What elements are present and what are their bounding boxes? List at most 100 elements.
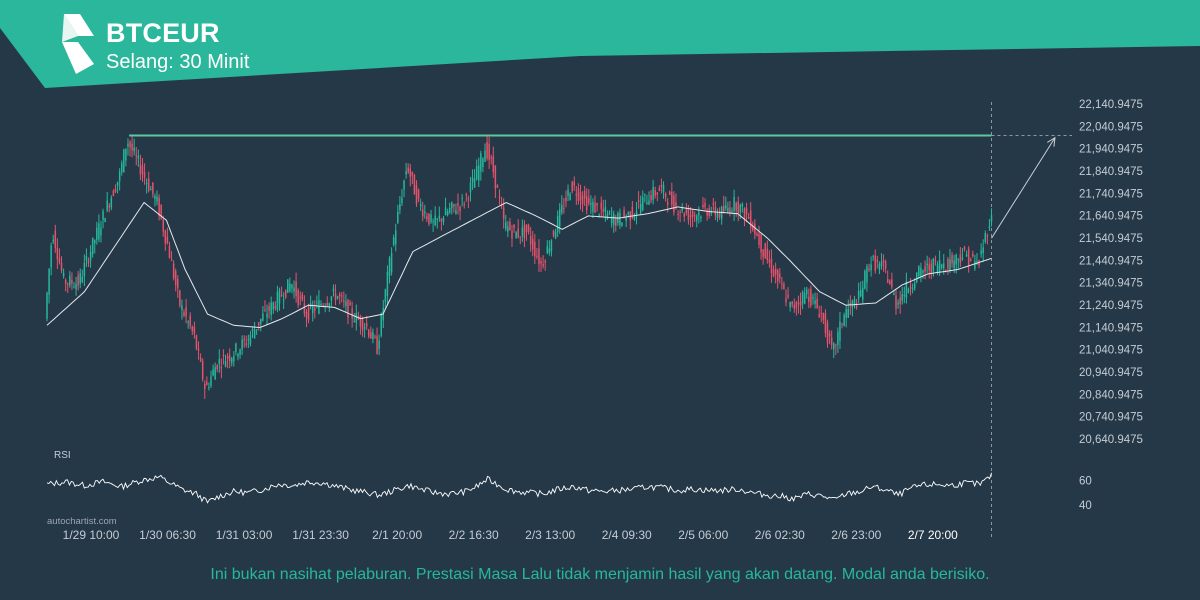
candle-body bbox=[480, 153, 482, 172]
candle-body bbox=[421, 209, 424, 217]
candle-body bbox=[654, 190, 656, 196]
projection-arrow-line bbox=[991, 137, 1056, 239]
candle-body bbox=[886, 278, 889, 283]
candle-body bbox=[253, 329, 256, 339]
candle-body bbox=[822, 312, 825, 321]
candle-body bbox=[916, 272, 918, 283]
candle-body bbox=[656, 192, 659, 195]
candle-body bbox=[600, 202, 602, 210]
candle-body bbox=[710, 212, 713, 214]
candle-body bbox=[610, 215, 613, 224]
candle-body bbox=[830, 337, 833, 345]
candle-body bbox=[417, 189, 420, 199]
candle-body bbox=[606, 212, 609, 219]
candle-body bbox=[764, 243, 766, 259]
candle-body bbox=[314, 308, 316, 311]
candle-body bbox=[191, 326, 194, 332]
candle-body bbox=[642, 197, 644, 211]
candle-body bbox=[372, 332, 374, 340]
candle-body bbox=[982, 247, 984, 253]
candle-body bbox=[525, 224, 528, 233]
candle-body bbox=[623, 210, 625, 217]
candle-body bbox=[67, 283, 69, 285]
candle-body bbox=[328, 303, 331, 307]
candle-body bbox=[185, 306, 187, 317]
candle-body bbox=[729, 207, 731, 214]
candle-body bbox=[683, 213, 686, 217]
candle-body bbox=[243, 338, 245, 341]
candle-body bbox=[986, 235, 989, 237]
candle-body bbox=[272, 302, 275, 310]
candle-body bbox=[635, 211, 638, 215]
candle-body bbox=[561, 205, 563, 213]
candle-body bbox=[212, 369, 214, 376]
candle-body bbox=[758, 233, 760, 245]
candle-body bbox=[783, 284, 785, 290]
candle-body bbox=[947, 259, 949, 269]
candle-body bbox=[376, 335, 378, 354]
candle-body bbox=[71, 279, 73, 284]
candle-body bbox=[85, 255, 88, 261]
candle-body bbox=[440, 218, 443, 222]
candle-body bbox=[554, 231, 557, 239]
candle-body bbox=[428, 213, 430, 225]
candle-body bbox=[716, 213, 719, 219]
candle-body bbox=[239, 349, 241, 355]
candle-body bbox=[201, 360, 204, 380]
candle-body bbox=[496, 185, 499, 188]
candle-body bbox=[214, 367, 216, 380]
candle-body bbox=[739, 204, 742, 213]
candle-body bbox=[46, 292, 48, 319]
candle-body bbox=[332, 288, 335, 292]
candle-body bbox=[52, 239, 54, 242]
candle-body bbox=[936, 264, 939, 273]
candle-body bbox=[930, 263, 933, 274]
candle-body bbox=[73, 286, 75, 288]
candle-body bbox=[671, 192, 673, 205]
candle-body bbox=[785, 298, 787, 303]
candle-body bbox=[141, 165, 144, 174]
price-axis-tick-label: 20,840.9475 bbox=[1079, 389, 1143, 401]
candle-body bbox=[866, 266, 868, 283]
candle-body bbox=[801, 291, 804, 304]
candle-body bbox=[336, 296, 339, 299]
candle-body bbox=[677, 213, 679, 216]
candle-body bbox=[89, 252, 92, 261]
candle-body bbox=[884, 261, 887, 269]
candle-body bbox=[895, 295, 897, 309]
candle-body bbox=[204, 383, 206, 390]
candle-body bbox=[841, 323, 843, 325]
candle-body bbox=[56, 247, 59, 260]
candle-body bbox=[816, 298, 818, 308]
header-banner-shape bbox=[0, 0, 1200, 88]
candle-body bbox=[806, 289, 808, 295]
candle-body bbox=[505, 222, 507, 230]
candle-body bbox=[918, 266, 920, 276]
candle-body bbox=[77, 275, 79, 286]
candle-body bbox=[735, 202, 737, 211]
candle-body bbox=[826, 322, 829, 344]
candle-body bbox=[903, 294, 906, 297]
candle-body bbox=[621, 222, 623, 227]
candle-body bbox=[897, 302, 899, 305]
candle-body bbox=[60, 262, 63, 271]
candle-body bbox=[770, 258, 773, 274]
candle-body bbox=[135, 154, 138, 157]
candle-body bbox=[233, 356, 235, 362]
candle-body bbox=[789, 302, 791, 307]
candle-body bbox=[330, 296, 333, 301]
time-axis-tick-label: 2/6 02:30 bbox=[755, 528, 805, 542]
candle-body bbox=[413, 175, 416, 195]
candle-body bbox=[652, 186, 654, 200]
candle-body bbox=[264, 309, 266, 311]
candle-body bbox=[463, 203, 465, 205]
candle-body bbox=[891, 279, 893, 288]
candle-body bbox=[922, 270, 924, 273]
candle-body bbox=[513, 224, 515, 229]
candle-body bbox=[478, 165, 480, 181]
candle-body bbox=[953, 260, 955, 269]
candle-body bbox=[245, 343, 248, 346]
watermark-text: autochartist.com bbox=[47, 516, 117, 527]
candle-body bbox=[50, 245, 52, 268]
candle-body bbox=[197, 348, 200, 351]
